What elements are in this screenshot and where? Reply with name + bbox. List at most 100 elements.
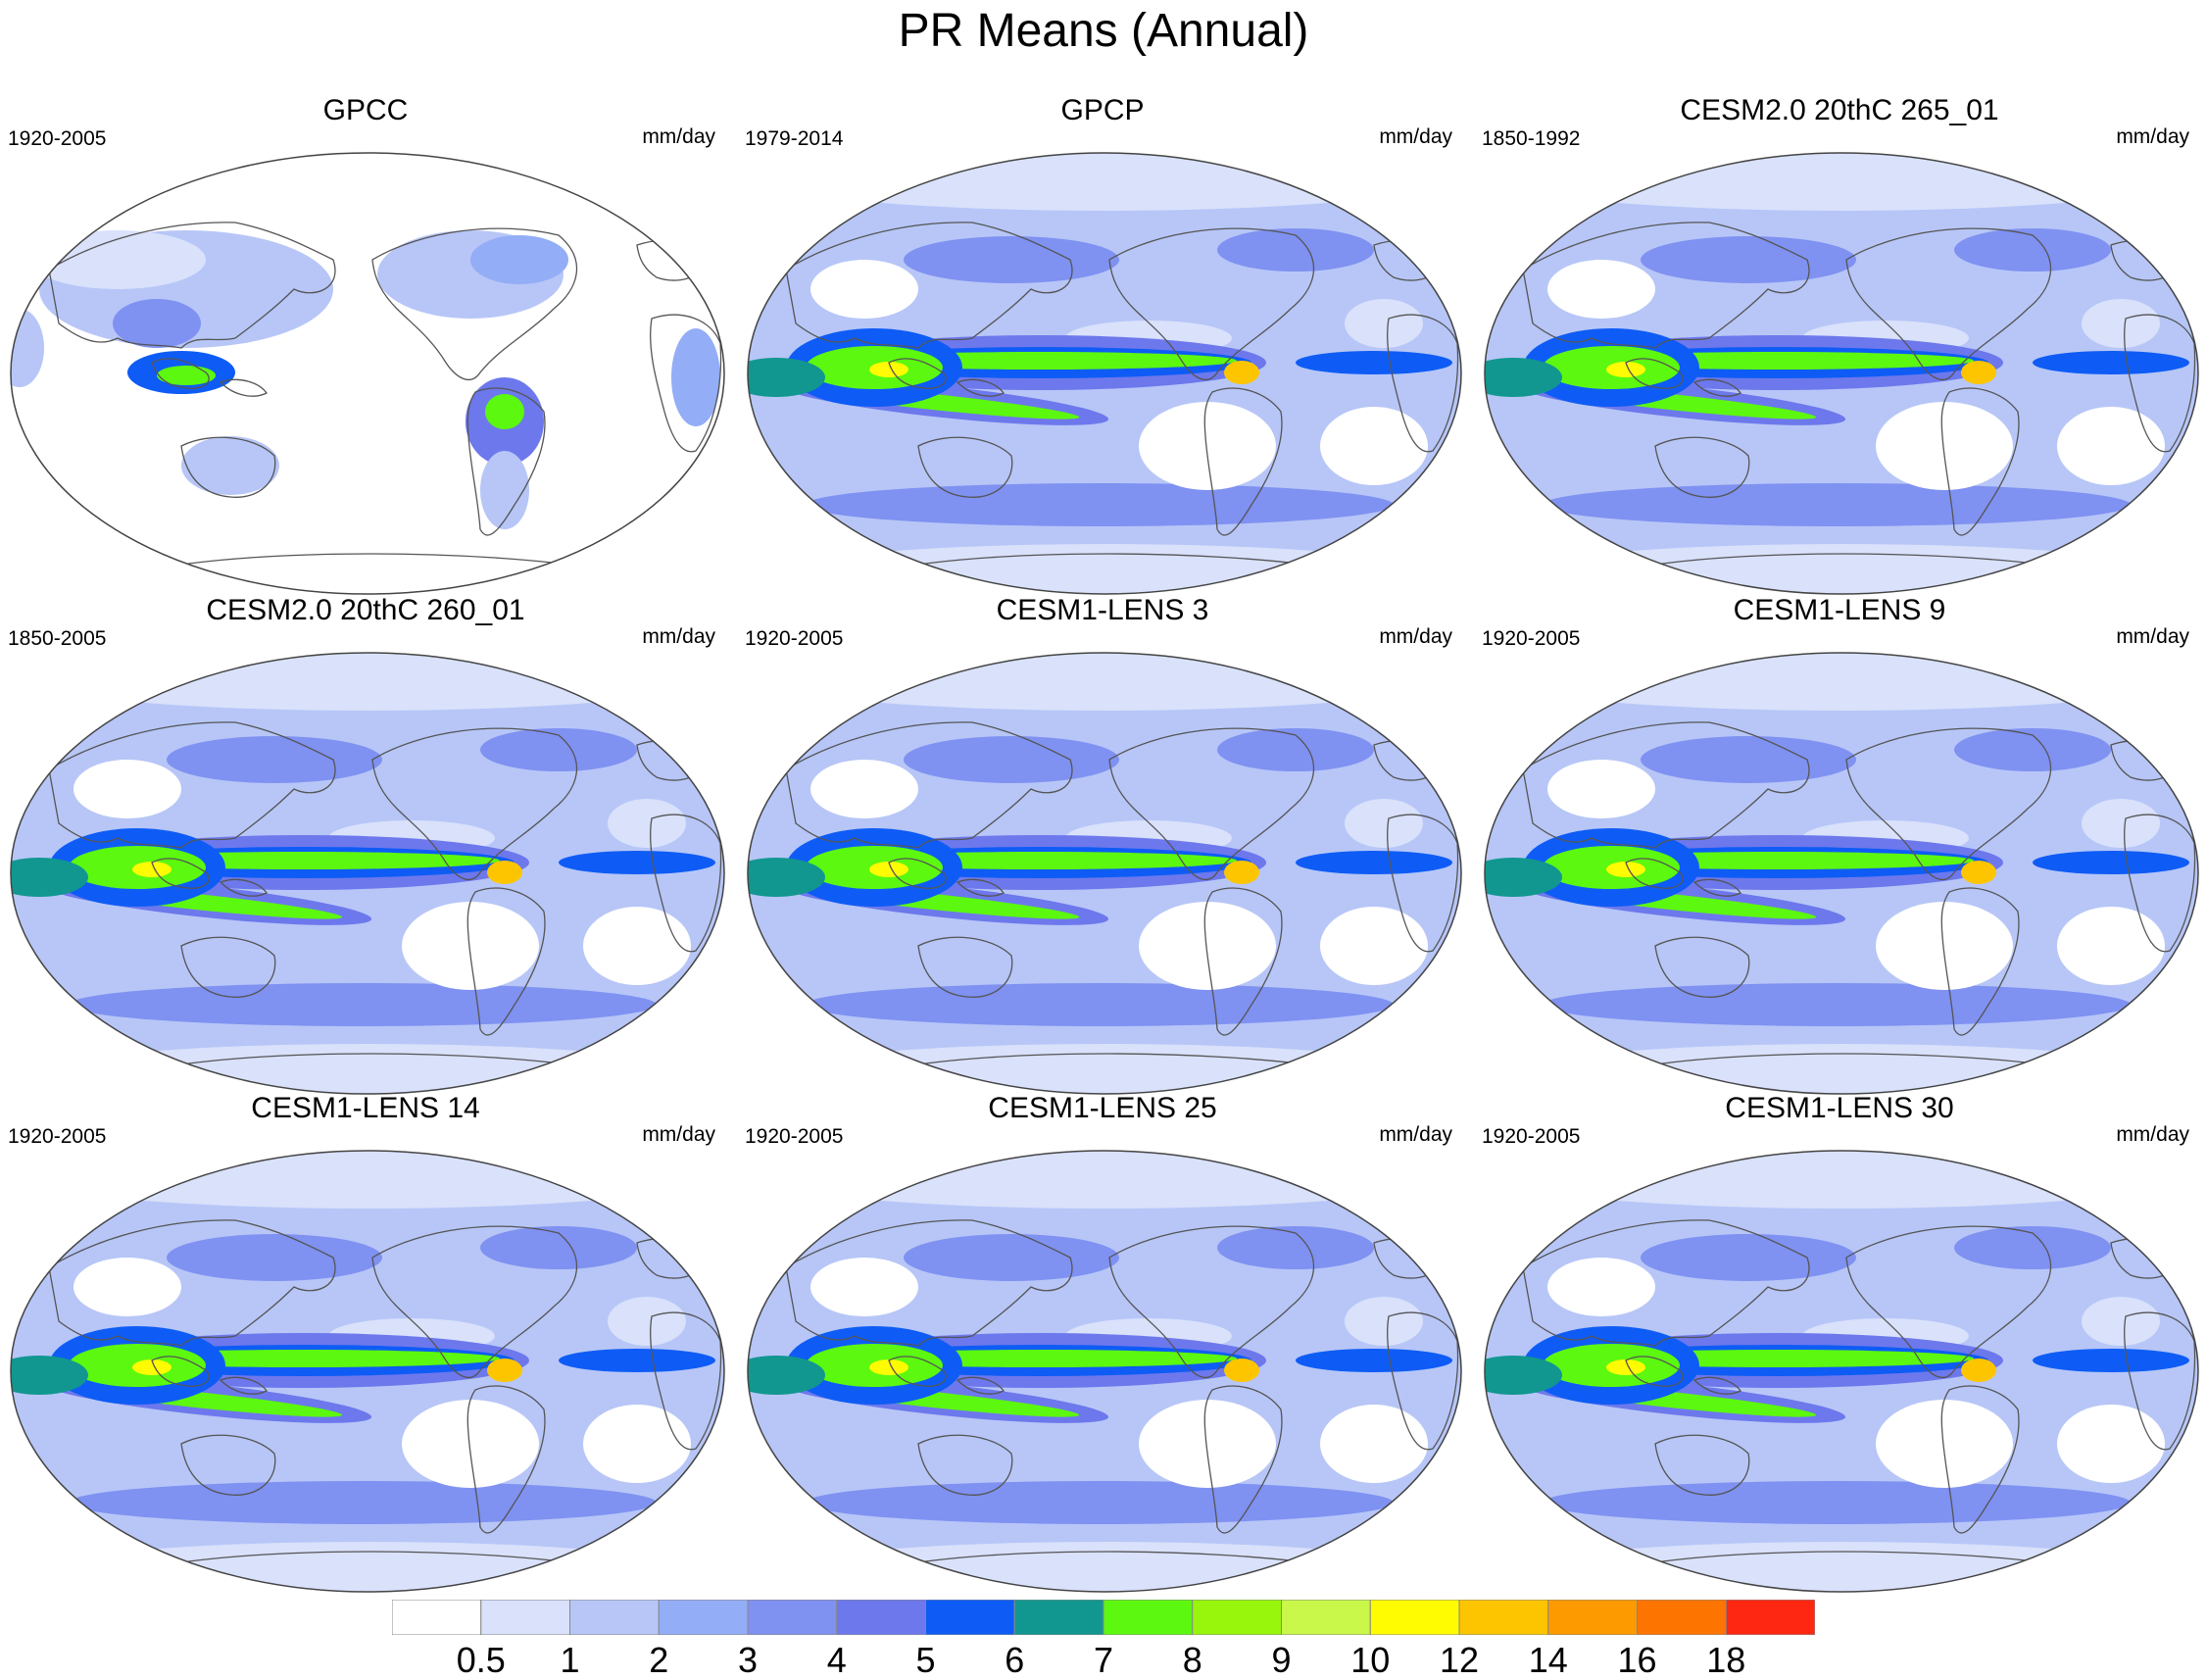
dry-zone-south-atlantic (1320, 907, 1428, 985)
precipitation-map (10, 652, 725, 1095)
coastline (1654, 936, 1750, 998)
colorbar-box (747, 1600, 838, 1635)
dry-zone-asia-desert (810, 760, 918, 818)
panel-units: mm/day (1379, 1123, 1452, 1146)
dry-zone-north-africa (2082, 299, 2160, 348)
dry-zone-south-pacific (1876, 902, 2013, 990)
panel-title: CESM1-LENS 30 (1725, 1092, 1954, 1124)
warm-pool-peak (1606, 1359, 1645, 1375)
colorbar-box (1192, 1600, 1282, 1635)
indian-ocean-band (748, 358, 825, 397)
coastline (1387, 314, 1459, 453)
panel-units: mm/day (2116, 625, 2189, 648)
polar-band-south (1485, 1044, 2198, 1094)
coastline (156, 553, 599, 569)
coastline (1845, 1225, 2052, 1379)
precipitation-map (1484, 652, 2199, 1095)
land-precip-indonesia-peak (157, 366, 216, 385)
panel-title: CESM2.0 20thC 260_01 (206, 594, 525, 626)
map-border (1484, 1150, 2199, 1593)
itcz-atlantic (2033, 1349, 2189, 1372)
panama-peak (1224, 361, 1259, 384)
panel-period: 1850-1992 (1482, 127, 1581, 150)
coastline (1625, 858, 1684, 889)
indian-ocean-band (11, 1356, 88, 1395)
coastline (466, 1385, 546, 1534)
storm-track-north-atlantic (480, 1226, 637, 1269)
coastline (1940, 387, 2020, 536)
panama-peak (1224, 1359, 1259, 1382)
land-precip-africa (671, 328, 720, 426)
coastline (893, 1551, 1336, 1567)
precipitation-map (747, 1150, 1462, 1593)
coastline (1108, 227, 1315, 381)
dry-zone-south-pacific (402, 902, 539, 990)
dry-zone-north-africa (608, 799, 686, 848)
colorbar-label: 18 (1706, 1640, 1746, 1680)
polar-band-north (11, 1151, 724, 1209)
panama-peak (487, 1359, 522, 1382)
indian-ocean-band (11, 858, 88, 897)
coastline (1845, 727, 2052, 881)
dry-zone-south-atlantic (2057, 907, 2165, 985)
storm-track-north-pacific (904, 736, 1119, 783)
map-panel: CESM1-LENS 9 1920-2005 mm/day (1474, 593, 2205, 1095)
dry-zone-north-africa (2082, 799, 2160, 848)
itcz-atlantic (2033, 851, 2189, 874)
map-border (1484, 152, 2199, 595)
indian-ocean-band (1485, 1356, 1562, 1395)
dry-zone-asia-desert (1547, 260, 1655, 319)
storm-track-north-atlantic (1954, 728, 2111, 771)
colorbar-label: 6 (1005, 1640, 1025, 1680)
storm-track-southern-ocean (1543, 1481, 2131, 1524)
storm-track-southern-ocean (69, 983, 657, 1026)
coastline (1522, 1219, 1810, 1347)
coastline (650, 814, 722, 953)
dry-zone-south-atlantic (1320, 407, 1428, 485)
storm-track-north-pacific (904, 236, 1119, 283)
storm-track-north-pacific (904, 1234, 1119, 1281)
coastline (888, 1356, 947, 1387)
coastline (1630, 553, 2073, 569)
coastline (371, 1225, 578, 1379)
coastline (917, 1434, 1013, 1496)
dry-zone-south-atlantic (583, 907, 691, 985)
coastline (2124, 814, 2196, 953)
map-border (747, 652, 1462, 1095)
coastline (893, 1053, 1336, 1069)
coastline (1108, 727, 1315, 881)
panama-peak (1224, 861, 1259, 884)
panel-title: CESM1-LENS 3 (996, 594, 1209, 626)
polar-band-north (748, 1151, 1461, 1209)
land-precip-australia (181, 436, 279, 495)
panel-units: mm/day (642, 625, 715, 648)
colorbar-box (836, 1600, 926, 1635)
storm-track-north-pacific (1641, 236, 1856, 283)
polar-band-north (1485, 153, 2198, 211)
coastline (180, 436, 276, 498)
coastline (1387, 814, 1459, 953)
polar-band-south (748, 1542, 1461, 1592)
polar-band-north (748, 653, 1461, 711)
land-precip-amazon-peak (485, 394, 524, 429)
dry-zone-north-africa (2082, 1297, 2160, 1346)
coastline (1387, 1311, 1459, 1451)
colorbar-box (658, 1600, 749, 1635)
dry-zone-south-pacific (1876, 402, 2013, 490)
coastline (1203, 387, 1283, 536)
dry-zone-asia-desert (74, 1258, 181, 1316)
dry-zone-south-pacific (1876, 1400, 2013, 1488)
panama-peak (1961, 1359, 1996, 1382)
polar-band-south (1485, 1542, 2198, 1592)
polar-band-south (748, 544, 1461, 594)
storm-track-north-pacific (1641, 736, 1856, 783)
panel-period: 1979-2014 (745, 127, 844, 150)
colorbar-box (1458, 1600, 1549, 1635)
itcz-atlantic (1296, 351, 1452, 374)
coastline (1940, 887, 2020, 1036)
coastline (466, 887, 546, 1036)
colorbar-box (569, 1600, 660, 1635)
colorbar-label: 5 (915, 1640, 936, 1680)
coastline (151, 1356, 210, 1387)
colorbar-box (392, 1600, 482, 1635)
